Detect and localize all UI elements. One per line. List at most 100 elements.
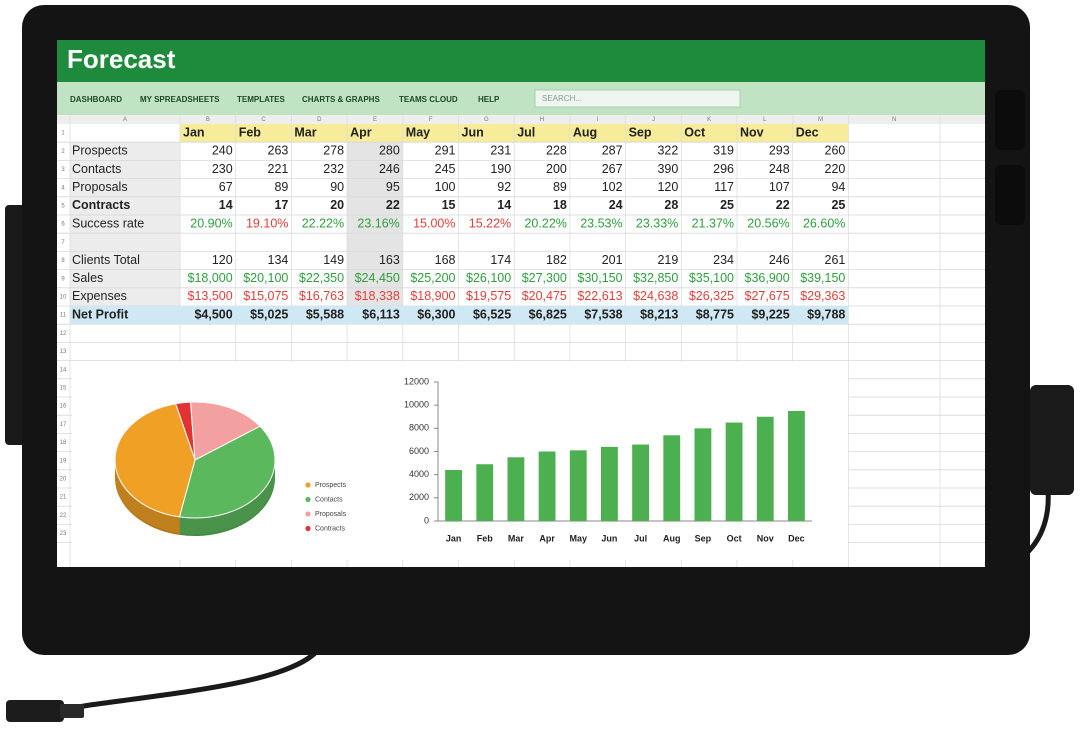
row-number: 7 [61, 240, 65, 246]
cell: 234 [713, 253, 734, 267]
cell: $18,000 [188, 271, 233, 285]
cell: 240 [212, 144, 233, 158]
cell: 260 [825, 144, 846, 158]
cell: $9,225 [751, 307, 789, 321]
cell: 322 [657, 144, 678, 158]
cell: 15.22% [469, 216, 511, 230]
row-number: 6 [61, 222, 65, 228]
column-letter: B [206, 117, 210, 123]
nav-item[interactable]: MY SPREADSHEETS [140, 95, 220, 104]
cell: 134 [268, 253, 289, 267]
month-header: Sep [629, 125, 652, 139]
cell: $7,538 [584, 307, 622, 321]
bar [538, 451, 556, 521]
cell: 231 [490, 144, 511, 158]
cell: 168 [435, 253, 456, 267]
cell: 23.33% [636, 216, 678, 230]
bar [601, 446, 618, 521]
row-number: 13 [60, 349, 67, 355]
row-number: 2 [61, 149, 65, 155]
month-header: Jan [183, 125, 205, 139]
row-number: 8 [61, 258, 65, 264]
pie-slice [114, 403, 196, 518]
y-tick-label: 4000 [409, 469, 429, 479]
month-header: Dec [796, 125, 819, 139]
selected-column [347, 124, 403, 325]
cell: 20.56% [747, 216, 789, 230]
month-header: Aug [573, 125, 597, 139]
cell: $32,850 [633, 271, 678, 285]
cell: $35,100 [689, 271, 734, 285]
column-letter: L [763, 117, 767, 123]
column-letter: J [652, 117, 655, 123]
cell: 15.00% [413, 216, 455, 230]
cell: 221 [268, 162, 289, 176]
row-number: 20 [60, 476, 67, 482]
nav-item[interactable]: HELP [478, 95, 500, 104]
month-header: Nov [740, 125, 764, 139]
row-label: Net Profit [72, 307, 129, 321]
nav-item[interactable]: TEAMS CLOUD [399, 95, 458, 104]
cell: $27,300 [522, 271, 567, 285]
x-tick-label: Apr [539, 533, 555, 543]
row-number: 18 [60, 440, 67, 446]
cell: $24,450 [355, 271, 400, 285]
row-highlight [70, 306, 849, 325]
x-tick-label: Feb [477, 533, 494, 543]
cell: 174 [490, 253, 511, 267]
cell: $8,775 [696, 307, 734, 321]
nav-item[interactable]: CHARTS & GRAPHS [302, 95, 380, 104]
nav-item[interactable]: TEMPLATES [237, 95, 286, 104]
cell: 296 [713, 162, 734, 176]
cell: 246 [769, 253, 790, 267]
cell: 319 [713, 144, 734, 158]
month-header: Jul [517, 125, 535, 139]
row-label: Prospects [72, 144, 128, 158]
row-number: 3 [61, 167, 65, 173]
cell: $5,025 [250, 307, 288, 321]
cable-plug [6, 700, 64, 722]
bar [663, 435, 681, 521]
cell: 92 [497, 180, 511, 194]
x-tick-label: Mar [508, 533, 525, 543]
cell: $6,825 [529, 307, 567, 321]
cell: 182 [546, 253, 567, 267]
cell: 287 [602, 144, 623, 158]
row-label: Proposals [72, 180, 128, 194]
x-tick-label: Jan [446, 533, 462, 543]
cell: 22 [776, 198, 790, 212]
x-tick-label: May [569, 533, 587, 543]
legend-marker [305, 525, 311, 532]
cell: 245 [435, 162, 456, 176]
legend-label: Proposals [315, 511, 347, 518]
cell: 28 [664, 198, 678, 212]
cell: $6,525 [473, 307, 511, 321]
cell: 280 [379, 144, 400, 158]
search-placeholder[interactable]: SEARCH... [542, 94, 582, 103]
cell: 219 [657, 253, 678, 267]
cell: 390 [657, 162, 678, 176]
row-number: 11 [60, 313, 67, 319]
y-tick-label: 2000 [409, 492, 429, 502]
nav-item[interactable]: DASHBOARD [70, 95, 122, 104]
search-box[interactable] [534, 89, 741, 108]
cell: 117 [714, 180, 734, 194]
bar [569, 450, 587, 521]
cell: $39,150 [800, 271, 845, 285]
bar [632, 444, 649, 521]
cell: 278 [323, 144, 344, 158]
row-label: Contacts [72, 162, 121, 176]
legend-label: Prospects [315, 482, 347, 489]
column-letter: M [818, 117, 823, 123]
month-header: Apr [350, 125, 372, 139]
y-tick-label: 12000 [404, 376, 429, 386]
cell: 21.37% [692, 216, 734, 230]
column-letter: E [373, 117, 377, 123]
cell: 20 [330, 198, 344, 212]
legend-marker [305, 511, 311, 517]
cable-plug [60, 704, 84, 718]
legend-marker [305, 496, 311, 503]
column-letter: A [123, 117, 127, 123]
cell: 200 [546, 162, 567, 176]
